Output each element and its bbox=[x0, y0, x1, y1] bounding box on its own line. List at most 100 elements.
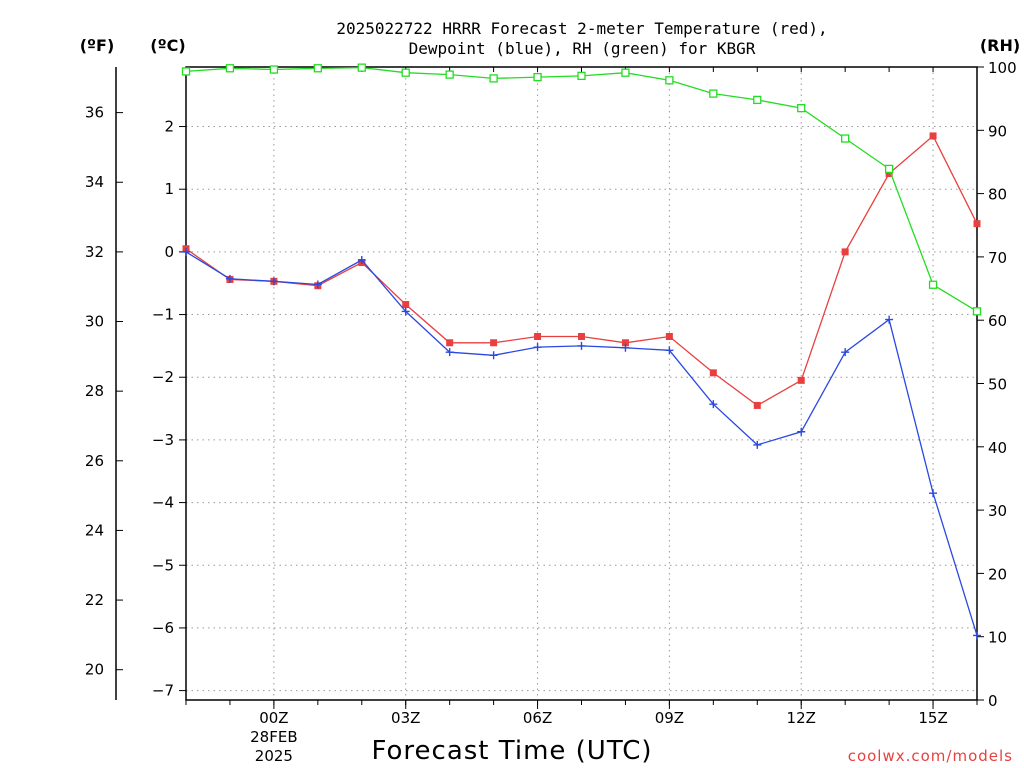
dewpoint-line bbox=[185, 251, 978, 636]
x-tick-label: 15Z bbox=[918, 709, 947, 727]
fahrenheit-tick-label: 24 bbox=[85, 521, 104, 539]
dewpoint-point bbox=[401, 307, 410, 316]
x-tick-label: 03Z bbox=[391, 709, 420, 727]
temperature-point bbox=[621, 339, 629, 347]
dewpoint-point bbox=[533, 343, 542, 352]
celsius-unit-label: (ºC) bbox=[150, 36, 185, 55]
fahrenheit-tick-label: 20 bbox=[85, 661, 104, 679]
celsius-tick-label: −3 bbox=[152, 431, 174, 449]
dewpoint-point bbox=[577, 341, 586, 350]
celsius-tick-label: −7 bbox=[152, 682, 174, 700]
rh-point bbox=[709, 89, 718, 98]
x-tick-date-label: 28FEB bbox=[250, 728, 297, 746]
rh-unit-label: (RH) bbox=[980, 36, 1020, 55]
rh-tick-label: 70 bbox=[988, 249, 1007, 267]
rh-point bbox=[621, 68, 630, 77]
fahrenheit-tick-label: 26 bbox=[85, 452, 104, 470]
fahrenheit-unit-label: (ºF) bbox=[80, 36, 115, 55]
gridlines bbox=[186, 67, 977, 700]
dewpoint-point bbox=[225, 274, 234, 283]
temperature-point bbox=[841, 248, 849, 256]
rh-tick-label: 100 bbox=[988, 59, 1017, 77]
chart-title-line-2: Dewpoint (blue), RH (green) for KBGR bbox=[409, 39, 756, 58]
fahrenheit-tick-label: 36 bbox=[85, 104, 104, 122]
fahrenheit-tick-label: 22 bbox=[85, 591, 104, 609]
credit-label: coolwx.com/models bbox=[848, 747, 1013, 765]
temperature-point bbox=[446, 339, 454, 347]
dewpoint-point bbox=[885, 315, 894, 324]
rh-point bbox=[884, 164, 894, 174]
celsius-tick-label: 0 bbox=[164, 243, 174, 261]
rh-tick-label: 20 bbox=[988, 565, 1007, 583]
temperature-point bbox=[797, 376, 805, 384]
rh-point bbox=[445, 70, 454, 79]
x-tick-label: 12Z bbox=[787, 709, 816, 727]
dewpoint-point bbox=[357, 256, 366, 265]
chart-title-line-1: 2025022722 HRRR Forecast 2-meter Tempera… bbox=[336, 19, 827, 38]
axes: 210−1−2−3−4−5−6−736343230282624222010090… bbox=[85, 59, 1017, 765]
temperature-point bbox=[929, 132, 937, 140]
dewpoint-point bbox=[489, 351, 498, 360]
rh-point bbox=[533, 72, 542, 82]
celsius-tick-label: −6 bbox=[152, 619, 174, 637]
rh-tick-label: 30 bbox=[988, 502, 1007, 520]
temperature-point bbox=[753, 401, 761, 409]
x-tick-year-label: 2025 bbox=[255, 747, 293, 765]
temperature-point bbox=[534, 332, 542, 340]
rh-tick-label: 10 bbox=[988, 629, 1007, 647]
rh-point bbox=[928, 280, 938, 289]
rh-point bbox=[225, 64, 235, 73]
rh-point bbox=[269, 65, 279, 74]
fahrenheit-tick-label: 30 bbox=[85, 313, 104, 331]
rh-point bbox=[577, 71, 586, 81]
celsius-tick-label: −4 bbox=[152, 494, 174, 512]
rh-tick-label: 60 bbox=[988, 312, 1007, 330]
dewpoint-point bbox=[182, 247, 190, 256]
fahrenheit-tick-label: 34 bbox=[85, 173, 104, 191]
celsius-tick-label: 1 bbox=[164, 180, 174, 198]
dewpoint-point bbox=[753, 440, 762, 449]
dewpoint-point bbox=[269, 277, 278, 286]
temperature-point bbox=[885, 170, 893, 178]
rh-tick-label: 80 bbox=[988, 186, 1007, 204]
celsius-tick-label: −1 bbox=[152, 306, 174, 324]
dewpoint-point bbox=[841, 348, 850, 357]
plot-frame bbox=[185, 66, 978, 701]
rh-point bbox=[841, 134, 850, 143]
dewpoint-point bbox=[445, 348, 454, 357]
x-tick-label: 06Z bbox=[523, 709, 552, 727]
x-axis-title: Forecast Time (UTC) bbox=[371, 736, 652, 766]
data-series bbox=[181, 63, 982, 640]
dewpoint-point bbox=[929, 489, 938, 498]
rh-point bbox=[665, 76, 674, 85]
rh-point bbox=[357, 63, 366, 72]
rh-point bbox=[313, 64, 322, 73]
temperature-point bbox=[402, 301, 410, 309]
rh-point bbox=[401, 68, 410, 77]
fahrenheit-tick-label: 28 bbox=[85, 382, 104, 400]
dewpoint-point bbox=[797, 427, 806, 436]
temperature-point bbox=[490, 339, 498, 347]
x-tick-label: 00Z bbox=[259, 709, 288, 727]
rh-tick-label: 50 bbox=[988, 376, 1007, 394]
x-tick-label: 09Z bbox=[655, 709, 684, 727]
temperature-point bbox=[578, 332, 585, 340]
celsius-tick-label: 2 bbox=[164, 118, 174, 136]
rh-point bbox=[972, 307, 982, 316]
rh-tick-label: 90 bbox=[988, 122, 1007, 140]
rh-point bbox=[797, 103, 806, 113]
dewpoint-point bbox=[973, 631, 981, 640]
dewpoint-point bbox=[709, 400, 718, 409]
rh-tick-label: 0 bbox=[988, 692, 998, 710]
dewpoint-point bbox=[665, 346, 674, 355]
temperature-point bbox=[973, 220, 981, 228]
fahrenheit-tick-label: 32 bbox=[85, 243, 104, 261]
temperature-line bbox=[185, 134, 978, 407]
celsius-tick-label: −2 bbox=[152, 368, 174, 386]
rh-tick-label: 40 bbox=[988, 439, 1007, 457]
dewpoint-point bbox=[313, 280, 322, 289]
rh-point bbox=[753, 95, 762, 105]
celsius-tick-label: −5 bbox=[152, 556, 174, 574]
rh-point bbox=[181, 67, 191, 76]
